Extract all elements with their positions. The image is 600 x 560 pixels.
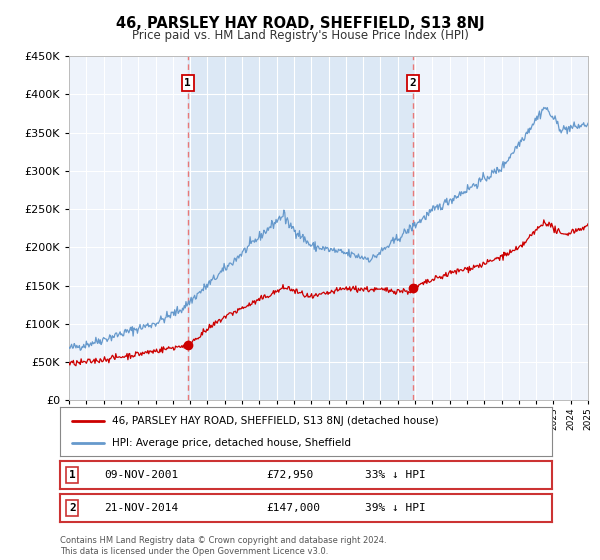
Text: 39% ↓ HPI: 39% ↓ HPI [365,503,426,513]
Text: 09-NOV-2001: 09-NOV-2001 [104,470,179,480]
Text: 1: 1 [184,78,191,88]
Text: 2: 2 [410,78,416,88]
Text: 21-NOV-2014: 21-NOV-2014 [104,503,179,513]
Text: 2: 2 [69,503,76,513]
Text: 1: 1 [69,470,76,480]
Text: This data is licensed under the Open Government Licence v3.0.: This data is licensed under the Open Gov… [60,547,328,556]
Text: £72,950: £72,950 [266,470,314,480]
Text: £147,000: £147,000 [266,503,320,513]
Bar [188,56,413,400]
Text: 46, PARSLEY HAY ROAD, SHEFFIELD, S13 8NJ (detached house): 46, PARSLEY HAY ROAD, SHEFFIELD, S13 8NJ… [112,416,438,426]
Text: 33% ↓ HPI: 33% ↓ HPI [365,470,426,480]
Text: 46, PARSLEY HAY ROAD, SHEFFIELD, S13 8NJ: 46, PARSLEY HAY ROAD, SHEFFIELD, S13 8NJ [116,16,484,31]
Text: HPI: Average price, detached house, Sheffield: HPI: Average price, detached house, Shef… [112,437,350,447]
Text: Contains HM Land Registry data © Crown copyright and database right 2024.: Contains HM Land Registry data © Crown c… [60,536,386,545]
Text: Price paid vs. HM Land Registry's House Price Index (HPI): Price paid vs. HM Land Registry's House … [131,29,469,42]
